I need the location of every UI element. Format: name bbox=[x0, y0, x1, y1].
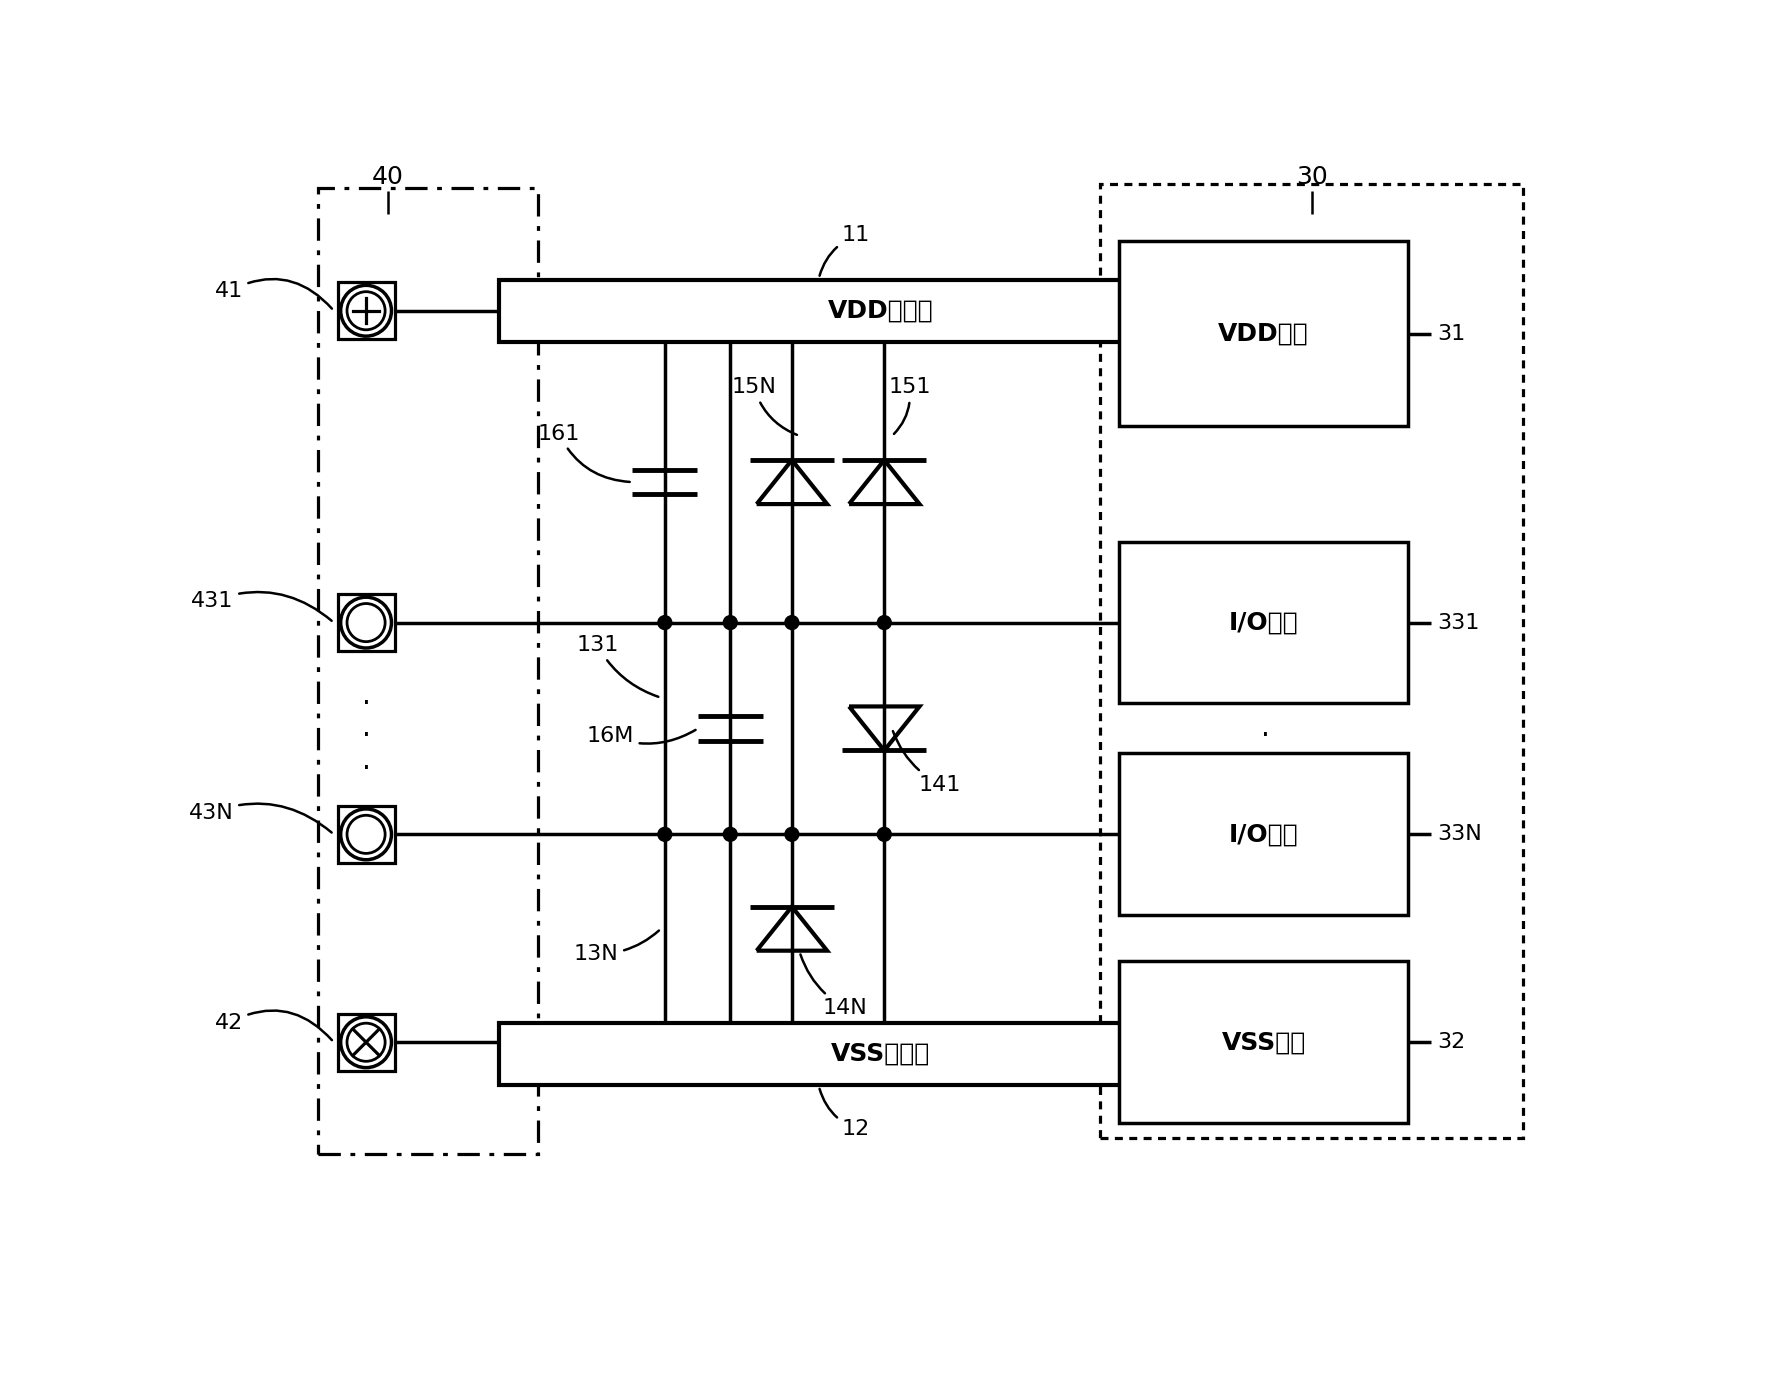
Bar bbox=[338, 282, 395, 339]
Bar bbox=[1120, 542, 1409, 704]
Text: 12: 12 bbox=[820, 1089, 870, 1139]
Text: I/O接口: I/O接口 bbox=[1228, 610, 1299, 635]
Text: 151: 151 bbox=[888, 377, 930, 434]
Bar bbox=[338, 1013, 395, 1071]
Circle shape bbox=[723, 828, 737, 842]
Text: 331: 331 bbox=[1437, 613, 1480, 632]
Text: 14N: 14N bbox=[801, 955, 868, 1018]
Text: .
.
.: . . . bbox=[361, 683, 370, 775]
Text: 43N: 43N bbox=[190, 803, 331, 832]
Text: 161: 161 bbox=[537, 423, 629, 482]
Circle shape bbox=[723, 616, 737, 630]
Text: 42: 42 bbox=[214, 1011, 331, 1040]
Text: 40: 40 bbox=[372, 165, 404, 188]
Bar bbox=[500, 1023, 1262, 1085]
Bar bbox=[338, 805, 395, 863]
Text: VDD接口: VDD接口 bbox=[1217, 322, 1310, 346]
Text: .
.
.: . . . bbox=[1262, 683, 1271, 775]
Circle shape bbox=[347, 1023, 385, 1061]
Circle shape bbox=[657, 616, 672, 630]
Text: 13N: 13N bbox=[574, 931, 659, 965]
Text: 141: 141 bbox=[893, 732, 960, 794]
Circle shape bbox=[347, 292, 385, 329]
Circle shape bbox=[340, 1016, 392, 1068]
Circle shape bbox=[785, 616, 799, 630]
Text: 15N: 15N bbox=[732, 377, 797, 436]
Text: 30: 30 bbox=[1295, 165, 1327, 188]
Text: 41: 41 bbox=[214, 279, 331, 309]
Text: 16M: 16M bbox=[587, 726, 696, 747]
Text: 11: 11 bbox=[820, 225, 870, 276]
Bar bbox=[500, 281, 1262, 342]
Circle shape bbox=[657, 828, 672, 842]
Text: 33N: 33N bbox=[1437, 825, 1481, 845]
Text: 31: 31 bbox=[1437, 324, 1465, 343]
Text: I/O接口: I/O接口 bbox=[1228, 822, 1299, 846]
Text: 431: 431 bbox=[191, 591, 331, 621]
Circle shape bbox=[347, 815, 385, 853]
Text: VSS接口: VSS接口 bbox=[1221, 1030, 1306, 1054]
Bar bbox=[1120, 962, 1409, 1124]
Circle shape bbox=[877, 828, 891, 842]
Circle shape bbox=[877, 616, 891, 630]
Bar bbox=[1120, 754, 1409, 916]
Circle shape bbox=[340, 597, 392, 648]
Bar bbox=[1100, 184, 1524, 1139]
Circle shape bbox=[340, 808, 392, 860]
Text: VDD导线层: VDD导线层 bbox=[828, 299, 934, 322]
Text: 32: 32 bbox=[1437, 1032, 1465, 1053]
Bar bbox=[338, 595, 395, 651]
Bar bbox=[1120, 242, 1409, 426]
Text: 131: 131 bbox=[576, 635, 659, 697]
Circle shape bbox=[347, 603, 385, 642]
Circle shape bbox=[785, 828, 799, 842]
Text: VSS导线层: VSS导线层 bbox=[831, 1041, 930, 1065]
Circle shape bbox=[340, 285, 392, 336]
Bar bbox=[319, 187, 537, 1154]
